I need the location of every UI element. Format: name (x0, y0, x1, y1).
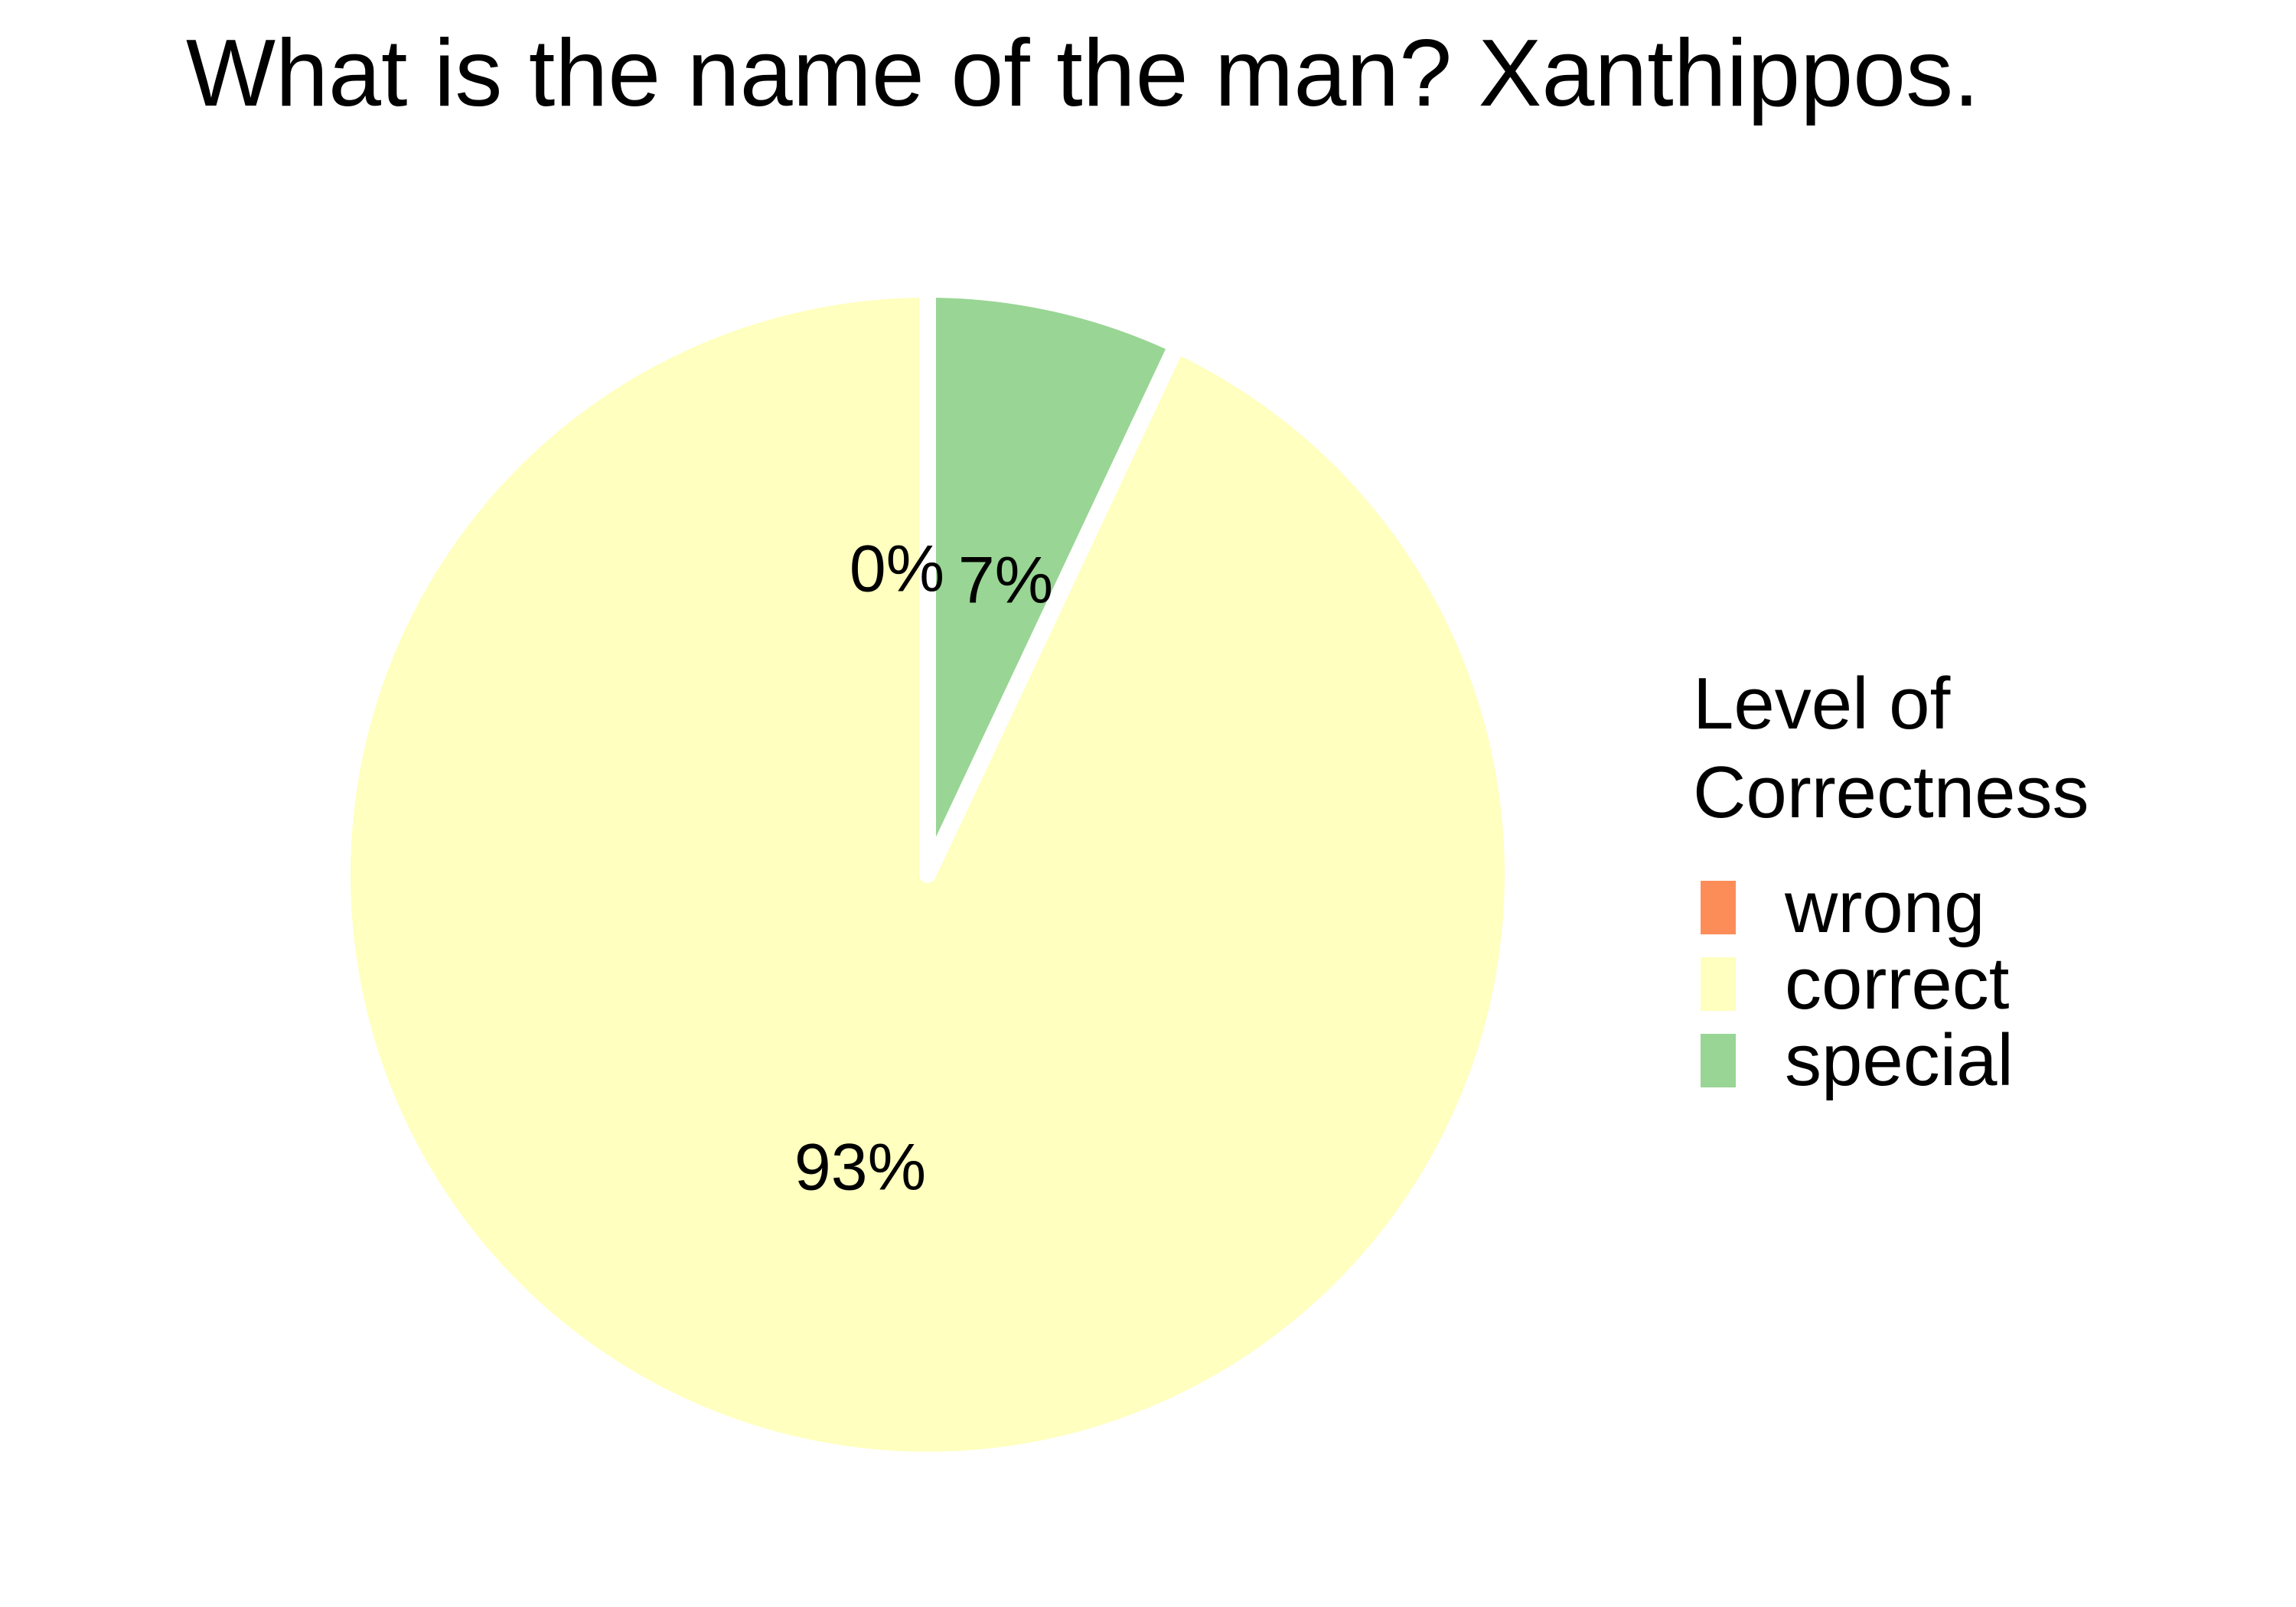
legend: Level of Correctness wrong correct speci… (1693, 660, 2275, 1099)
pie-label-correct: 93% (794, 1131, 926, 1204)
legend-swatch-wrong (1701, 881, 1736, 934)
pie-label-special: 7% (958, 544, 1053, 618)
legend-title: Level of Correctness (1693, 663, 2089, 833)
legend-item-wrong: wrong (1693, 869, 2275, 946)
legend-item-special: special (1693, 1022, 2275, 1099)
pie-slice-correct (334, 281, 1521, 1468)
legend-label-correct: correct (1785, 943, 2010, 1025)
legend-swatch-special (1701, 1034, 1736, 1087)
pie-slices (334, 281, 1521, 1468)
legend-item-correct: correct (1693, 946, 2275, 1022)
legend-label-special: special (1785, 1019, 2014, 1101)
legend-list: wrong correct special (1693, 869, 2275, 1099)
pie-label-wrong: 0% (850, 533, 944, 606)
pie-slice-labels: 0% 7% 93% (794, 533, 1053, 1204)
legend-label-wrong: wrong (1785, 866, 1985, 948)
legend-swatch-correct (1701, 957, 1736, 1011)
chart-title: What is the name of the man? Xanthippos. (186, 21, 1980, 126)
